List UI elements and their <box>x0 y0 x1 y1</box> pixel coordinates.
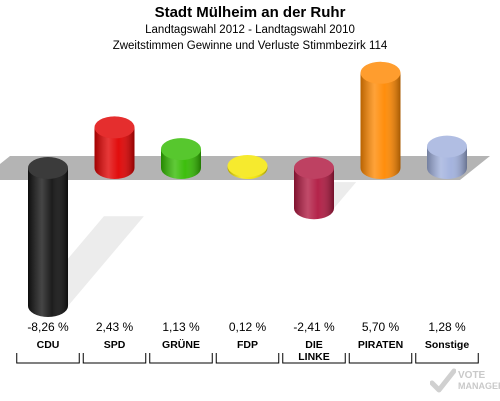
category-bracket <box>16 353 80 364</box>
category-bracket <box>348 353 413 364</box>
checkmark-icon <box>429 368 457 393</box>
category-label: FDP <box>237 339 258 351</box>
logo-line1: VOTE <box>458 370 486 381</box>
bar-spd <box>94 116 135 179</box>
chart-title: Stadt Mülheim an der Ruhr <box>154 4 346 21</box>
value-label: 5,70 % <box>362 320 400 334</box>
bar-fdp <box>227 154 268 179</box>
value-label: 0,12 % <box>229 320 267 334</box>
value-label: -2,41 % <box>293 320 335 334</box>
category-bracket <box>282 353 346 364</box>
bar-piraten <box>360 61 401 179</box>
chart-subtitle: Landtagswahl 2012 - Landtagswahl 2010 <box>145 24 355 36</box>
logo-line2: MANAGER <box>458 381 500 391</box>
bar-grüne <box>161 138 201 179</box>
value-label: -8,26 % <box>27 320 69 334</box>
vote-manager-logo: VOTE MANAGER <box>429 368 500 401</box>
category-label: LINKE <box>298 351 330 363</box>
category-label: GRÜNE <box>162 338 200 351</box>
value-label: 1,28 % <box>428 320 466 334</box>
category-label: PIRATEN <box>358 339 403 351</box>
category-bracket <box>149 353 213 364</box>
value-label: 1,13 % <box>162 320 200 334</box>
category-label: Sonstige <box>425 339 469 351</box>
bar-sonstige <box>427 135 467 179</box>
bar-cdu <box>28 157 68 317</box>
category-label: SPD <box>104 339 126 351</box>
bar-die-linke <box>294 157 334 220</box>
category-bracket <box>82 353 147 364</box>
value-label: 2,43 % <box>96 320 134 334</box>
category-bracket <box>415 353 479 364</box>
chart-description: Zweitstimmen Gewinne und Verluste Stimmb… <box>112 40 388 52</box>
category-label: CDU <box>37 339 60 351</box>
category-bracket <box>215 353 280 364</box>
category-label: DIE <box>305 339 323 351</box>
